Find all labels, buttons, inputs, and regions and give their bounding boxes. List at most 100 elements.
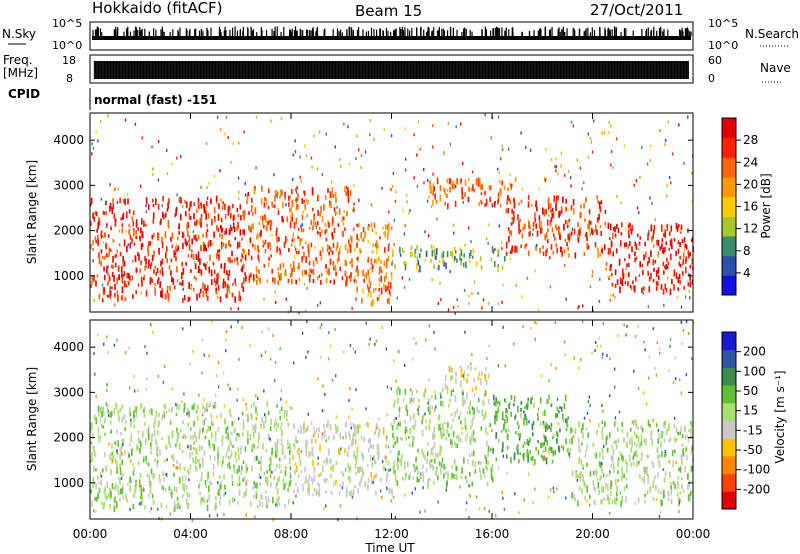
range-gate-cell	[192, 230, 195, 234]
range-gate-cell	[666, 276, 669, 280]
range-gate-cell	[210, 279, 213, 285]
range-gate-cell	[277, 209, 280, 216]
range-gate-cell	[187, 230, 189, 238]
range-gate-cell	[127, 198, 129, 205]
range-gate-cell	[589, 285, 592, 289]
colorbar-tick-label: 8	[743, 244, 751, 258]
range-gate-cell	[222, 201, 224, 205]
range-gate-cell	[163, 477, 165, 482]
range-gate-cell	[276, 246, 278, 253]
noise-bar	[394, 29, 396, 36]
range-gate-cell	[276, 463, 278, 468]
range-gate-cell	[559, 428, 561, 433]
range-gate-cell	[625, 495, 627, 503]
range-gate-cell	[404, 461, 406, 466]
range-gate-cell	[547, 495, 550, 499]
noise-bar	[411, 27, 413, 36]
range-gate-cell	[110, 429, 113, 434]
range-gate-cell	[103, 501, 106, 508]
range-gate-cell	[315, 226, 318, 230]
range-gate-cell	[588, 494, 591, 500]
range-gate-cell	[409, 397, 411, 405]
range-gate-cell	[178, 231, 181, 235]
range-gate-cell	[401, 276, 404, 280]
range-gate-cell	[660, 434, 663, 439]
range-gate-cell	[536, 206, 538, 212]
range-gate-cell	[140, 291, 143, 295]
range-gate-cell	[274, 189, 277, 195]
range-gate-cell	[474, 438, 476, 443]
power-y-label: Slant Range [km]	[25, 160, 39, 264]
range-gate-cell	[381, 186, 383, 190]
range-gate-cell	[108, 254, 110, 258]
range-gate-cell	[413, 465, 416, 473]
noise-bar	[625, 28, 627, 36]
range-gate-cell	[497, 405, 499, 409]
range-gate-cell	[245, 463, 247, 468]
range-gate-cell	[558, 211, 560, 218]
range-gate-cell	[632, 420, 635, 426]
noise-bar	[583, 31, 585, 36]
range-gate-cell	[403, 261, 406, 266]
range-gate-cell	[630, 285, 633, 291]
range-gate-cell	[331, 216, 334, 224]
range-gate-cell	[409, 472, 412, 479]
range-gate-cell	[218, 254, 220, 261]
range-gate-cell	[367, 225, 369, 231]
range-gate-cell	[353, 279, 355, 283]
range-gate-cell	[551, 213, 554, 219]
range-gate-cell	[171, 406, 173, 412]
range-gate-cell	[304, 480, 306, 484]
range-gate-cell	[464, 399, 466, 405]
range-gate-cell	[106, 265, 109, 269]
range-gate-cell	[182, 242, 184, 250]
range-gate-cell	[601, 426, 604, 430]
noise-bar	[431, 30, 433, 36]
range-gate-cell	[95, 211, 98, 217]
range-gate-cell	[496, 400, 499, 405]
range-gate-cell	[445, 374, 447, 381]
range-gate-cell	[512, 221, 514, 225]
range-gate-cell	[333, 267, 335, 271]
range-gate-cell	[215, 280, 217, 287]
range-gate-cell	[121, 277, 124, 284]
range-gate-cell	[440, 395, 442, 399]
range-gate-cell	[195, 465, 197, 472]
range-gate-cell	[208, 494, 210, 501]
range-gate-cell	[325, 478, 328, 482]
noise-bar	[97, 27, 99, 36]
range-gate-cell	[200, 477, 202, 482]
range-gate-cell	[574, 252, 577, 259]
range-gate-cell	[524, 244, 526, 249]
range-gate-cell	[460, 367, 463, 373]
range-gate-cell	[130, 435, 132, 443]
range-gate-cell	[137, 445, 139, 451]
range-gate-cell	[426, 199, 429, 203]
range-gate-cell	[371, 228, 374, 232]
range-gate-cell	[175, 246, 177, 252]
range-gate-cell	[317, 490, 320, 496]
range-gate-cell	[543, 423, 546, 429]
range-gate-cell	[141, 243, 144, 248]
range-gate-cell	[390, 488, 393, 493]
range-gate-cell	[175, 466, 177, 470]
range-gate-cell	[658, 433, 660, 440]
range-gate-cell	[465, 377, 468, 384]
range-gate-cell	[114, 292, 116, 298]
range-gate-cell	[273, 204, 276, 209]
range-gate-cell	[215, 195, 218, 202]
range-gate-cell	[233, 498, 236, 502]
range-gate-cell	[140, 260, 142, 266]
range-gate-cell	[580, 204, 582, 209]
range-gate-cell	[296, 465, 298, 473]
range-gate-cell	[549, 220, 552, 226]
range-gate-cell	[301, 223, 304, 227]
noise-bar	[247, 27, 249, 36]
range-gate-cell	[255, 115, 258, 119]
range-gate-cell	[534, 269, 536, 273]
range-gate-cell	[625, 477, 628, 481]
range-gate-cell	[650, 429, 653, 436]
range-gate-cell	[339, 164, 342, 168]
range-gate-cell	[673, 437, 676, 442]
range-gate-cell	[665, 241, 667, 246]
